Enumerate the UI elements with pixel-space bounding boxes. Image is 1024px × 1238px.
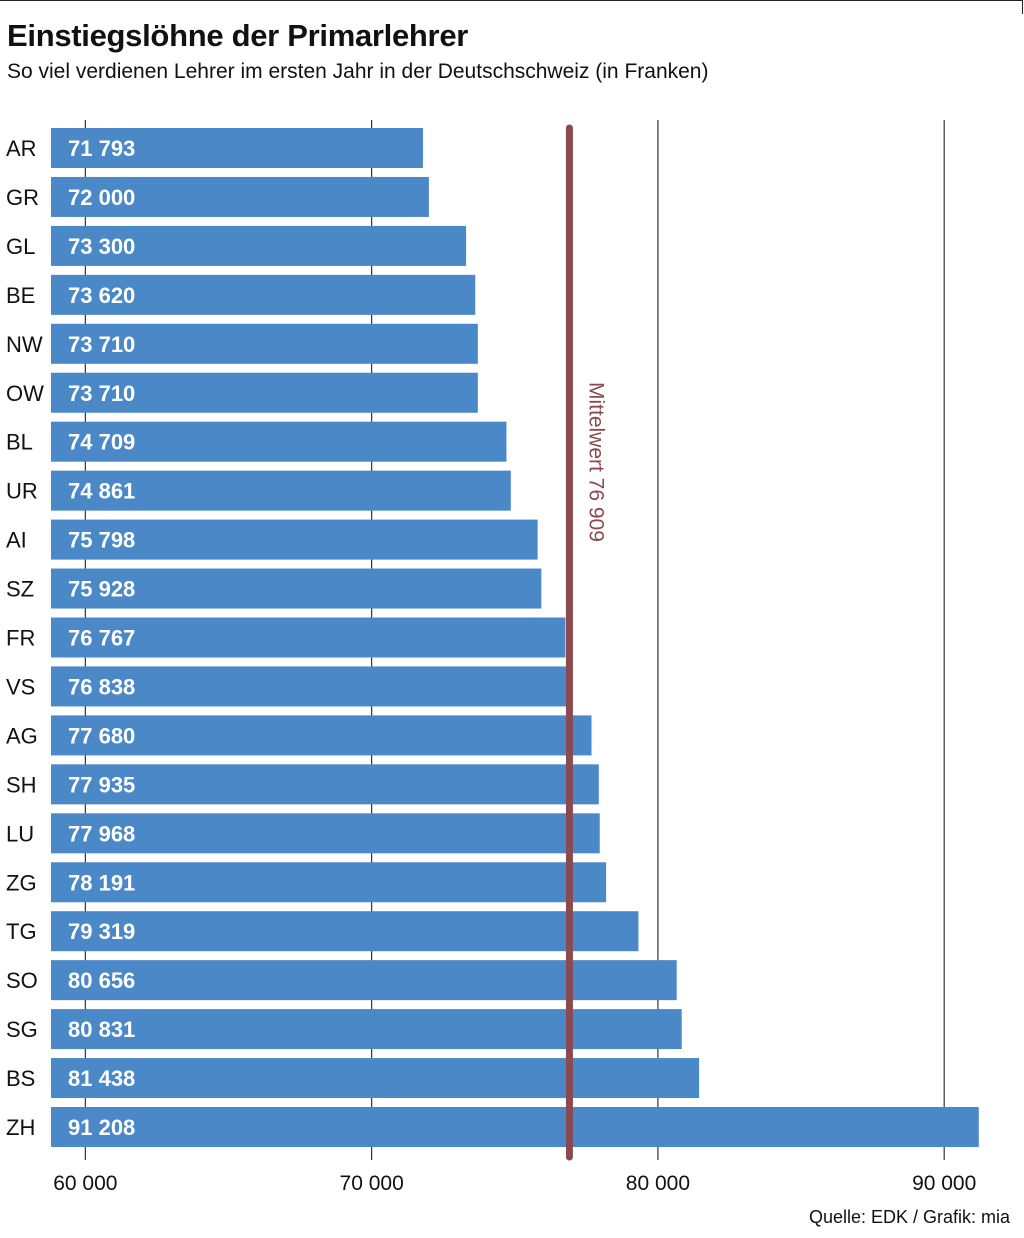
category-label-ai: AI bbox=[6, 528, 27, 553]
bar-sz bbox=[51, 568, 542, 609]
category-label-so: SO bbox=[6, 968, 38, 993]
value-label-ur: 74 861 bbox=[68, 479, 135, 504]
category-label-ar: AR bbox=[6, 136, 37, 161]
category-label-be: BE bbox=[6, 283, 35, 308]
category-label-gr: GR bbox=[6, 185, 39, 210]
value-label-zh: 91 208 bbox=[68, 1115, 135, 1140]
value-label-ag: 77 680 bbox=[68, 723, 135, 748]
bar-zg bbox=[51, 862, 607, 903]
value-label-be: 73 620 bbox=[68, 283, 135, 308]
bar-ai bbox=[51, 519, 538, 560]
value-label-ow: 73 710 bbox=[68, 381, 135, 406]
bar-bl bbox=[51, 421, 507, 462]
bar-fr bbox=[51, 617, 566, 658]
value-label-sz: 75 928 bbox=[68, 577, 135, 602]
bar-ow bbox=[51, 372, 478, 413]
value-label-lu: 77 968 bbox=[68, 821, 135, 846]
value-label-nw: 73 710 bbox=[68, 332, 135, 357]
value-label-zg: 78 191 bbox=[68, 870, 135, 895]
mean-group: Mittelwert 76 909 bbox=[565, 124, 607, 1161]
value-label-sg: 80 831 bbox=[68, 1017, 135, 1042]
source-note: Quelle: EDK / Grafik: mia bbox=[808, 1207, 1010, 1227]
bar-ag bbox=[51, 715, 592, 756]
chart-title: Einstiegslöhne der Primarlehrer bbox=[7, 18, 469, 53]
category-label-fr: FR bbox=[6, 626, 35, 651]
bar-zh bbox=[51, 1107, 979, 1147]
value-label-gr: 72 000 bbox=[68, 185, 135, 210]
tick-label-2: 80 000 bbox=[626, 1172, 690, 1195]
chart-subtitle: So viel verdienen Lehrer im ersten Jahr … bbox=[7, 60, 709, 83]
value-label-fr: 76 767 bbox=[68, 626, 135, 651]
category-label-sh: SH bbox=[6, 772, 37, 797]
category-label-vs: VS bbox=[6, 674, 35, 699]
bar-nw bbox=[51, 323, 478, 364]
value-label-ai: 75 798 bbox=[68, 528, 135, 553]
category-label-ow: OW bbox=[6, 381, 44, 406]
category-label-lu: LU bbox=[6, 821, 34, 846]
bar-gl bbox=[51, 225, 467, 266]
tick-label-3: 90 000 bbox=[912, 1172, 976, 1195]
bars bbox=[51, 128, 979, 1147]
top-frame-corner bbox=[1022, 0, 1023, 14]
category-label-bs: BS bbox=[6, 1066, 35, 1091]
bar-so bbox=[51, 960, 677, 1001]
value-label-vs: 76 838 bbox=[68, 674, 135, 699]
value-label-ar: 71 793 bbox=[68, 136, 135, 161]
category-label-ur: UR bbox=[6, 479, 38, 504]
bar-lu bbox=[51, 813, 600, 854]
value-labels: 71 793 72 000 73 300 73 620 73 710 73 710 74 7… bbox=[68, 136, 135, 1140]
category-label-bl: BL bbox=[6, 430, 33, 455]
tick-labels: 60 000 70 000 80 000 90 000 bbox=[53, 1172, 976, 1195]
mean-label: Mittelwert 76 909 bbox=[584, 382, 607, 542]
tick-label-1: 70 000 bbox=[340, 1172, 404, 1195]
category-label-ag: AG bbox=[6, 723, 38, 748]
category-label-zh: ZH bbox=[6, 1115, 35, 1140]
category-labels: AR GR GL BE NW OW BL UR AI SZ FR VS AG SH LU ZG TG SO SG BS… bbox=[6, 136, 44, 1140]
category-label-nw: NW bbox=[6, 332, 43, 357]
bar-sg bbox=[51, 1009, 682, 1050]
tick-label-0: 60 000 bbox=[53, 1172, 117, 1195]
bar-ur bbox=[51, 470, 511, 511]
category-label-tg: TG bbox=[6, 919, 37, 944]
bar-ar bbox=[51, 128, 423, 168]
bar-be bbox=[51, 274, 476, 315]
value-label-gl: 73 300 bbox=[68, 234, 135, 259]
category-label-sz: SZ bbox=[6, 577, 34, 602]
bar-tg bbox=[51, 911, 639, 952]
value-label-sh: 77 935 bbox=[68, 772, 135, 797]
value-label-tg: 79 319 bbox=[68, 919, 135, 944]
value-label-so: 80 656 bbox=[68, 968, 135, 993]
bar-sh bbox=[51, 764, 599, 805]
category-label-gl: GL bbox=[6, 234, 35, 259]
value-label-bs: 81 438 bbox=[68, 1066, 135, 1091]
bar-bs bbox=[51, 1058, 700, 1099]
bar-gr bbox=[51, 176, 429, 217]
category-label-sg: SG bbox=[6, 1017, 38, 1042]
value-label-bl: 74 709 bbox=[68, 430, 135, 455]
category-label-zg: ZG bbox=[6, 870, 37, 895]
bar-vs bbox=[51, 666, 568, 707]
